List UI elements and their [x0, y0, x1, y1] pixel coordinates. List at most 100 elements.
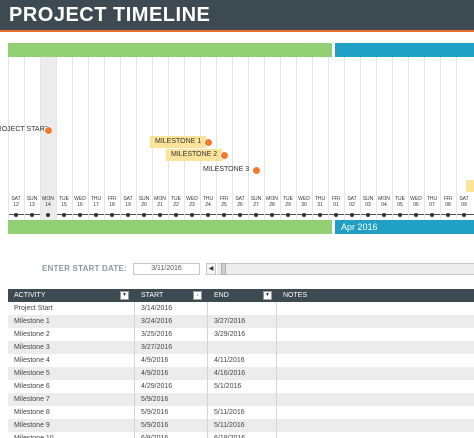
day-tick-dot — [462, 213, 466, 217]
table-cell[interactable] — [277, 380, 474, 393]
day-tick-dot — [430, 213, 434, 217]
month-bar-april: Apr 2016 — [335, 220, 474, 234]
table-cell[interactable] — [277, 315, 474, 328]
day-label: WED 30 — [296, 196, 312, 208]
table-cell[interactable] — [277, 328, 474, 341]
header-activity: ACTIVITY ▼ — [8, 289, 134, 302]
table-cell[interactable]: Milestone 8 — [14, 409, 50, 416]
month-bar-april-top — [335, 43, 474, 57]
table-cell[interactable]: Project Start — [14, 305, 53, 312]
table-cell[interactable] — [208, 302, 276, 315]
table-cell[interactable]: 5/11/2016 — [214, 409, 245, 416]
table-row[interactable]: Milestone 106/8/20166/18/2016 — [8, 432, 474, 438]
day-number: 12 — [13, 202, 19, 208]
table-cell[interactable]: 5/9/2016 — [141, 422, 169, 429]
day-of-week: FRI — [331, 196, 341, 202]
table-cell[interactable]: 4/9/2016 — [141, 370, 169, 377]
start-date-input[interactable]: 3/11/2016 — [133, 263, 200, 275]
offscreen-milestone-marker — [466, 180, 474, 192]
day-label: WED 23 — [184, 196, 200, 208]
table-cell[interactable]: 3/24/2016 — [141, 318, 173, 325]
scroll-left-button[interactable]: ◀ — [206, 263, 216, 275]
table-cell[interactable]: 4/29/2016 — [141, 383, 173, 390]
table-row[interactable]: Milestone 1 3/24/2016 3/27/2016 — [8, 315, 474, 328]
table-cell[interactable]: 6/8/2016 — [135, 432, 207, 438]
table-cell[interactable]: Milestone 7 — [14, 396, 50, 403]
table-cell[interactable]: Milestone 9 — [14, 422, 50, 429]
table-cell[interactable]: 5/11/2016 — [214, 422, 245, 429]
table-cell[interactable]: Milestone 2 — [14, 331, 50, 338]
day-of-week: FRI — [219, 196, 229, 202]
day-label: MON 14 — [40, 196, 56, 208]
day-label: SUN 03 — [360, 196, 376, 208]
table-row[interactable]: Milestone 7 5/9/2016 — [8, 393, 474, 406]
table-row[interactable]: Milestone 5 4/9/2016 4/16/2016 — [8, 367, 474, 380]
table-cell[interactable]: 3/27/2016 — [141, 344, 173, 351]
day-of-week: SAT — [235, 196, 245, 202]
filter-dropdown-button[interactable]: ▼ — [263, 291, 272, 300]
day-label: SAT 19 — [120, 196, 136, 208]
table-cell[interactable] — [277, 302, 474, 315]
table-row[interactable]: Milestone 9 5/9/2016 5/11/2016 — [8, 419, 474, 432]
table-cell[interactable] — [277, 354, 474, 367]
table-cell[interactable]: 5/9/2016 — [141, 396, 169, 403]
day-label: THU 07 — [424, 196, 440, 208]
table-cell[interactable] — [277, 419, 474, 432]
day-label: FRI 25 — [216, 196, 232, 208]
day-label: FRI 08 — [440, 196, 456, 208]
day-number: 28 — [269, 202, 275, 208]
day-tick-dot — [382, 213, 386, 217]
table-row[interactable]: Milestone 4 4/9/2016 4/11/2016 — [8, 354, 474, 367]
table-cell[interactable] — [277, 432, 474, 438]
day-label: SAT 12 — [8, 196, 24, 208]
column-divider — [207, 302, 208, 438]
table-row[interactable]: Milestone 8 5/9/2016 5/11/2016 — [8, 406, 474, 419]
table-cell[interactable]: Milestone 3 — [14, 344, 50, 351]
table-cell[interactable] — [208, 341, 276, 354]
table-cell[interactable]: 4/9/2016 — [141, 357, 169, 364]
table-cell[interactable]: 3/27/2016 — [214, 318, 246, 325]
table-cell[interactable] — [277, 393, 474, 406]
day-number: 27 — [253, 202, 259, 208]
milestone-label: PROJECT START — [0, 126, 49, 133]
table-cell[interactable] — [277, 367, 474, 380]
day-tick-dot — [286, 213, 290, 217]
table-cell[interactable]: 5/1/2016 — [214, 383, 242, 390]
day-column — [72, 57, 88, 220]
table-row[interactable]: Milestone 6 4/29/2016 5/1/2016 — [8, 380, 474, 393]
day-column — [104, 57, 120, 220]
day-number: 19 — [125, 202, 131, 208]
day-of-week: MON — [266, 196, 278, 202]
day-label: THU 17 — [88, 196, 104, 208]
day-of-week: MON — [154, 196, 166, 202]
table-cell[interactable]: 6/18/2016 — [208, 432, 276, 438]
table-cell[interactable]: 3/25/2016 — [141, 331, 173, 338]
table-cell[interactable]: Milestone 6 — [14, 383, 50, 390]
timeline-scrollbar[interactable] — [217, 263, 474, 275]
table-cell[interactable]: 3/29/2016 — [214, 331, 246, 338]
table-row[interactable]: Project Start 3/14/2016 — [8, 302, 474, 315]
column-divider — [134, 302, 135, 438]
day-label: MON 04 — [376, 196, 392, 208]
title-bar: PROJECT TIMELINE — [0, 0, 474, 30]
table-cell[interactable] — [277, 406, 474, 419]
table-cell[interactable]: 5/9/2016 — [141, 409, 169, 416]
table-cell[interactable]: 4/11/2016 — [214, 357, 245, 364]
table-cell[interactable]: 3/14/2016 — [141, 305, 173, 312]
day-label: TUE 29 — [280, 196, 296, 208]
table-cell[interactable]: 4/16/2016 — [214, 370, 246, 377]
table-cell[interactable] — [277, 341, 474, 354]
day-tick-dot — [254, 213, 258, 217]
table-cell[interactable] — [208, 393, 276, 406]
table-cell[interactable]: Milestone 10 — [8, 432, 134, 438]
sort-dropdown-button[interactable]: ↓ — [193, 291, 202, 300]
table-header: ACTIVITY ▼ START ↓ END ▼ NOTES — [8, 289, 474, 302]
table-cell[interactable]: Milestone 5 — [14, 370, 50, 377]
scrollbar-thumb[interactable] — [221, 263, 226, 275]
table-cell[interactable]: Milestone 1 — [14, 318, 50, 325]
filter-dropdown-button[interactable]: ▼ — [120, 291, 129, 300]
day-number: 25 — [221, 202, 227, 208]
table-cell[interactable]: Milestone 4 — [14, 357, 50, 364]
table-row[interactable]: Milestone 3 3/27/2016 — [8, 341, 474, 354]
table-row[interactable]: Milestone 2 3/25/2016 3/29/2016 — [8, 328, 474, 341]
